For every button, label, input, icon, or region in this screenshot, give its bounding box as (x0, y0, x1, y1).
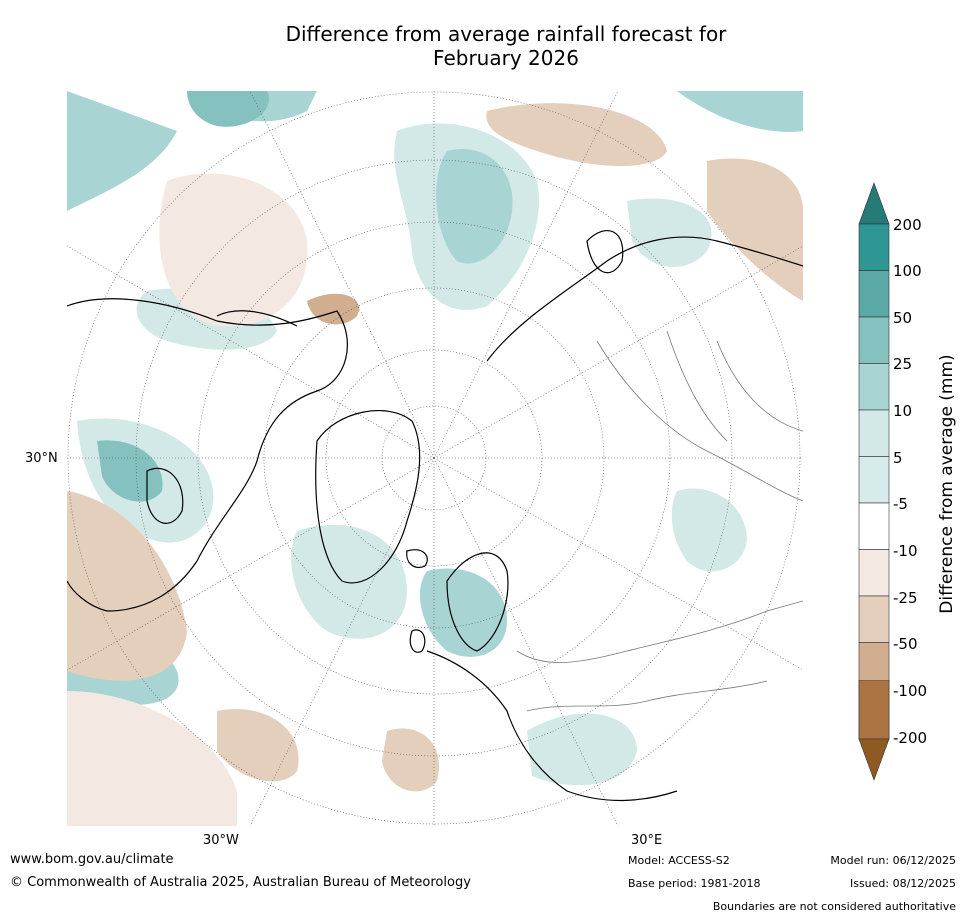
colorbar-tick-25: 25 (893, 355, 913, 373)
rainfall-anomaly-field (67, 91, 803, 826)
coastline-hudson-bay (146, 467, 184, 524)
colorbar-swatch-5-10 (858, 456, 890, 504)
coastline-north-america (67, 298, 348, 612)
lon-label-30w: 30°W (203, 833, 239, 848)
colorbar-swatch-25-50 (858, 363, 890, 411)
coastline-scandinavia (446, 552, 509, 652)
colorbar-tick-200: 200 (893, 216, 922, 234)
colorbar-swatch-200-plus (858, 223, 890, 271)
wet-area-north-pacific-core (187, 91, 269, 127)
colorbar-swatch-neg5-neg10 (858, 549, 890, 597)
colorbar-swatch-10-25 (858, 409, 890, 457)
coastline-british-isles (409, 629, 426, 653)
dry-area-north-pacific-light (159, 173, 308, 327)
wet-area-scandinavia-north (627, 198, 712, 268)
coastline-alaska (216, 310, 298, 327)
colorbar-tick-neg25: -25 (893, 589, 918, 607)
lat-label-30n: 30°N (25, 451, 58, 466)
footer-copyright: © Commonwealth of Australia 2025, Austra… (10, 875, 471, 890)
colorbar-title: Difference from average (mm) (937, 354, 957, 614)
meridian-60e (433, 457, 803, 671)
wet-area-canada-west-core (97, 440, 163, 502)
coastline-europe (426, 650, 678, 802)
dry-area-top-right (486, 103, 667, 166)
colorbar-swatch-100-200 (858, 270, 890, 318)
footer-disclaimer: Boundaries are not considered authoritat… (712, 900, 956, 913)
meridian-30e (433, 457, 619, 826)
coastline-greenland (315, 410, 421, 584)
wet-area-eurasia (671, 488, 747, 572)
footer-model-run: Model run: 06/12/2025 (830, 854, 956, 867)
coastlines (67, 230, 803, 802)
colorbar-tick-neg5: -5 (893, 495, 908, 513)
colorbar-swatch-neg10-neg25 (858, 595, 890, 643)
colorbar-swatch-50-100 (858, 316, 890, 364)
colorbar-tick-100: 100 (893, 262, 922, 280)
wet-area-mediterranean (527, 713, 637, 786)
coastline-kamchatka (586, 230, 624, 274)
rainfall-map (67, 91, 803, 826)
latitude-circle-60 (263, 287, 605, 629)
colorbar-tick-50: 50 (893, 309, 913, 327)
footer-issued: Issued: 08/12/2025 (849, 877, 956, 890)
colorbar-swatch-neutral (858, 502, 890, 550)
graticule (67, 91, 803, 826)
dry-area-sw-pacific (67, 691, 237, 826)
title-line-2: February 2026 (433, 46, 579, 70)
dry-area-bering-strait (307, 293, 359, 325)
title-line-1: Difference from average rainfall forecas… (285, 22, 727, 46)
dry-area-atlantic-south (217, 709, 299, 782)
latitude-circle-50 (197, 221, 671, 695)
footer-base-period: Base period: 1981-2018 (628, 877, 761, 890)
meridian-150w (249, 91, 435, 459)
footer-model: Model: ACCESS-S2 (628, 854, 730, 867)
colorbar-extend-top (858, 182, 890, 225)
dry-area-east-right (707, 158, 803, 301)
colorbar-tick-neg50: -50 (893, 635, 918, 653)
footer-website: www.bom.gov.au/climate (10, 852, 174, 867)
country-borders (516, 330, 803, 712)
coastline-iceland (406, 549, 428, 569)
wet-area-north-pacific (67, 91, 317, 211)
wet-area-norwegian-sea (419, 568, 507, 657)
colorbar-tick-10: 10 (893, 402, 913, 420)
chart-title: Difference from average rainfall forecas… (200, 22, 812, 70)
colorbar-extend-bottom (858, 738, 890, 781)
meridian-150e (433, 91, 619, 459)
meridian-30w (249, 457, 435, 826)
colorbar-tick-neg100: -100 (893, 682, 928, 700)
dry-area-iberia (382, 728, 439, 792)
wet-area-top-right (677, 91, 803, 132)
colorbar-swatch-neg100-neg200-full (858, 680, 890, 740)
lon-label-30e: 30°E (631, 833, 663, 848)
wet-area-greenland-south (291, 524, 407, 639)
coastline-eurasia-north (486, 236, 803, 362)
meridian-120e (433, 245, 803, 459)
colorbar-tick-neg10: -10 (893, 542, 918, 560)
wet-area-north-atlantic-core (436, 149, 513, 264)
colorbar-tick-neg200: -200 (893, 729, 928, 747)
colorbar-tick-5: 5 (893, 449, 903, 467)
dry-area-west-coast-na-light (67, 491, 187, 681)
colorbar-bottom (858, 680, 890, 781)
